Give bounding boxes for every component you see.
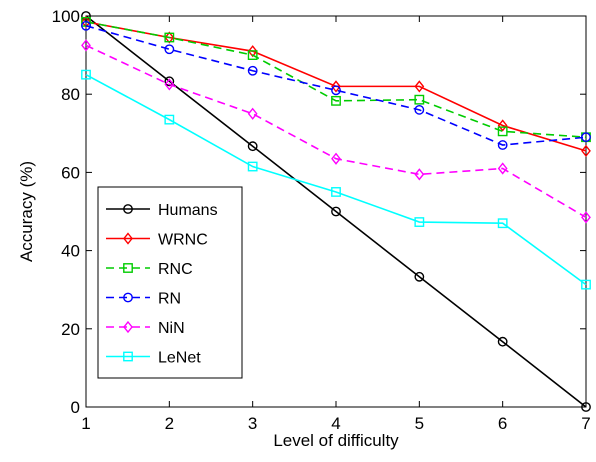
- series-humans: [81, 11, 591, 412]
- data-point-humans: [247, 141, 258, 152]
- legend-box: [97, 186, 243, 379]
- data-point-rnc: [247, 50, 258, 61]
- data-point-lenet: [164, 114, 175, 125]
- x-tick-label: 5: [415, 414, 424, 433]
- data-point-humans: [331, 206, 341, 217]
- x-tick-label: 2: [165, 414, 174, 433]
- data-point-nin: [331, 152, 341, 165]
- data-point-nin: [247, 107, 258, 120]
- y-tick-label: 20: [61, 320, 80, 339]
- data-point-humans: [497, 336, 508, 347]
- data-point-rnc: [497, 126, 508, 137]
- legend-label-rnc: RNC: [158, 261, 193, 278]
- data-point-nin: [497, 162, 508, 175]
- series-rn: [81, 20, 591, 150]
- data-point-humans: [81, 11, 91, 21]
- y-tick-label: 100: [52, 7, 80, 26]
- data-point-nin: [81, 39, 91, 52]
- data-point-lenet: [247, 161, 258, 172]
- data-point-rn: [497, 140, 508, 150]
- series-rnc: [81, 16, 591, 143]
- data-point-rnc: [331, 95, 341, 106]
- data-point-wrnc: [497, 119, 508, 132]
- legend-label-humans: Humans: [158, 202, 218, 219]
- series-line-humans: [85, 15, 587, 408]
- data-point-rn: [331, 85, 341, 96]
- data-point-wrnc: [581, 144, 591, 158]
- data-point-nin: [581, 211, 591, 224]
- legend-label-wrnc: WRNC: [158, 232, 208, 249]
- data-point-wrnc: [331, 80, 341, 93]
- legend-marker-humans: [123, 204, 133, 214]
- x-tick-label: 3: [248, 414, 257, 433]
- legend-marker-wrnc: [123, 232, 133, 245]
- data-point-rn: [81, 20, 91, 31]
- legend-label-rn: RN: [158, 291, 181, 308]
- data-point-rn: [164, 44, 175, 55]
- data-point-lenet: [414, 217, 425, 227]
- legend-marker-rnc: [123, 263, 133, 273]
- data-point-nin: [164, 78, 175, 91]
- y-tick-label: 40: [61, 242, 80, 261]
- legend-marker-rn: [123, 292, 133, 303]
- data-point-lenet: [497, 218, 508, 229]
- legend-marker-nin: [123, 320, 133, 334]
- y-tick-label: 80: [61, 85, 80, 104]
- y-axis-label: Accuracy (%): [17, 161, 36, 262]
- data-point-wrnc: [414, 80, 425, 93]
- x-axis-label: Level of difficulty: [273, 431, 399, 450]
- legend-label-nin: NiN: [158, 320, 185, 337]
- legend-label-lenet: LeNet: [158, 350, 201, 367]
- data-point-rnc: [414, 94, 425, 105]
- series-line-rn: [85, 25, 587, 146]
- legend-marker-lenet: [123, 351, 133, 362]
- data-point-rnc: [164, 32, 175, 43]
- legend: Humans WRNC RNC RN NiN LeNet: [97, 186, 243, 379]
- x-tick-label: 7: [581, 414, 590, 433]
- series-lenet: [81, 69, 591, 290]
- series-line-lenet: [85, 73, 587, 286]
- data-point-nin: [414, 168, 425, 181]
- series-layer: [81, 11, 591, 412]
- x-tick-label: 4: [331, 414, 340, 433]
- data-point-rn: [247, 65, 258, 76]
- data-point-lenet: [81, 69, 91, 80]
- y-tick-label: 0: [71, 398, 80, 417]
- series-nin: [81, 39, 591, 224]
- data-point-lenet: [581, 279, 591, 290]
- data-point-wrnc: [247, 45, 258, 58]
- axis-ticks: 1 2 3 4 5 6 7 0 20 40 60 80 100: [52, 7, 591, 433]
- series-line-rnc: [85, 21, 587, 139]
- x-tick-label: 6: [498, 414, 507, 433]
- data-point-wrnc: [164, 31, 175, 44]
- data-point-humans: [581, 402, 591, 412]
- x-tick-label: 1: [81, 414, 90, 433]
- series-line-nin: [85, 44, 587, 219]
- data-point-rn: [581, 132, 591, 143]
- data-point-lenet: [331, 187, 341, 197]
- data-point-humans: [164, 76, 175, 87]
- y-tick-label: 60: [61, 163, 80, 182]
- data-point-rn: [414, 104, 425, 115]
- data-point-wrnc: [81, 15, 91, 28]
- data-point-humans: [414, 271, 425, 282]
